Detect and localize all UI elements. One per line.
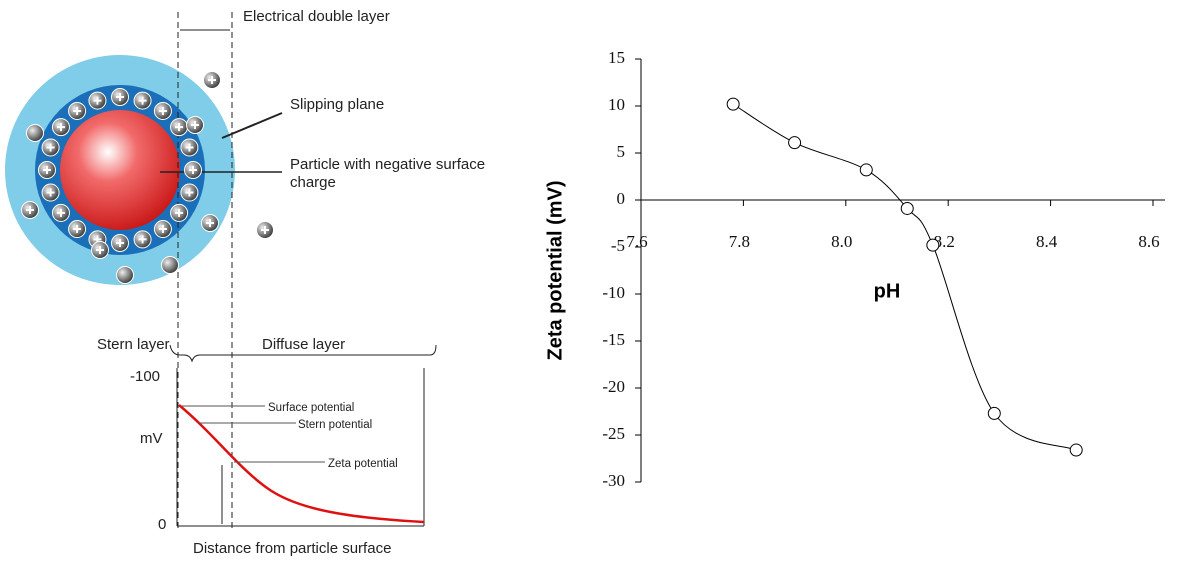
ion-sign (158, 106, 167, 115)
label: Distance from particle surface (193, 540, 392, 557)
point (859, 163, 873, 177)
y-tick-label: 0 (617, 189, 626, 208)
x-tick-label: 8.0 (831, 232, 852, 251)
y-tick-label: -25 (602, 424, 625, 443)
label: Electrical double layer (243, 8, 390, 25)
x-tick-label: 8.6 (1138, 232, 1159, 251)
y-tick-label: 15 (608, 48, 625, 67)
ion (161, 256, 179, 274)
ion-sign (26, 206, 34, 214)
ion-sign (56, 123, 65, 132)
particle-diagram (5, 12, 437, 530)
series-line (732, 103, 1077, 451)
label: Stern potential (298, 419, 373, 431)
label: Particle with negative surface charge (290, 156, 486, 191)
point (726, 97, 740, 111)
ion-sign (158, 225, 167, 234)
ion-sign (46, 188, 55, 197)
point (788, 136, 802, 150)
ion-sign (116, 239, 124, 247)
ion-sign (96, 246, 104, 254)
y-tick-label: -30 (602, 471, 625, 490)
label: Diffuse layer (262, 336, 346, 353)
label: Zeta potential (328, 458, 398, 470)
ion-sign (261, 226, 269, 234)
ion-sign (175, 208, 184, 217)
y-tick-label: 10 (608, 95, 625, 114)
ion-sign (185, 143, 194, 152)
y-tick-label: -10 (602, 283, 625, 302)
ion-sign (46, 143, 55, 152)
ion-sign (73, 106, 82, 115)
ion-sign (138, 96, 147, 105)
label: Slipping plane (290, 96, 385, 113)
point (926, 238, 940, 252)
point (900, 201, 914, 215)
point (987, 406, 1001, 420)
label: -100 (130, 368, 161, 385)
ion-sign (191, 121, 199, 129)
ion-sign (189, 166, 197, 174)
slipping-plane-pointer (221, 112, 283, 139)
particle (60, 110, 180, 230)
ion (26, 124, 44, 142)
ion-sign (93, 96, 102, 105)
x-tick-label: 7.8 (729, 232, 750, 251)
ion (116, 266, 134, 284)
ion-sign (116, 93, 124, 101)
potential-curve (178, 404, 425, 524)
x-axis-label: pH (874, 280, 901, 302)
label: Surface potential (268, 402, 355, 414)
y-tick-label: -20 (602, 377, 625, 396)
ion-sign (208, 76, 216, 84)
point (1069, 443, 1083, 457)
y-tick-label: 5 (617, 142, 626, 161)
layer-brace (169, 344, 437, 363)
ion-sign (73, 225, 82, 234)
ion-sign (185, 188, 194, 197)
ion-sign (138, 235, 147, 244)
x-tick-label: 7.6 (626, 232, 647, 251)
label: 0 (158, 516, 167, 533)
label: Stern layer (97, 336, 170, 353)
y-axis-label: Zeta potential (mV) (544, 180, 566, 360)
ion-sign (43, 166, 51, 174)
y-tick-label: -5 (611, 236, 625, 255)
label: mV (140, 430, 163, 447)
ion-sign (175, 123, 184, 132)
x-tick-label: 8.4 (1036, 232, 1058, 251)
ion-sign (56, 208, 65, 217)
ion-sign (206, 219, 214, 227)
y-tick-label: -15 (602, 330, 625, 349)
